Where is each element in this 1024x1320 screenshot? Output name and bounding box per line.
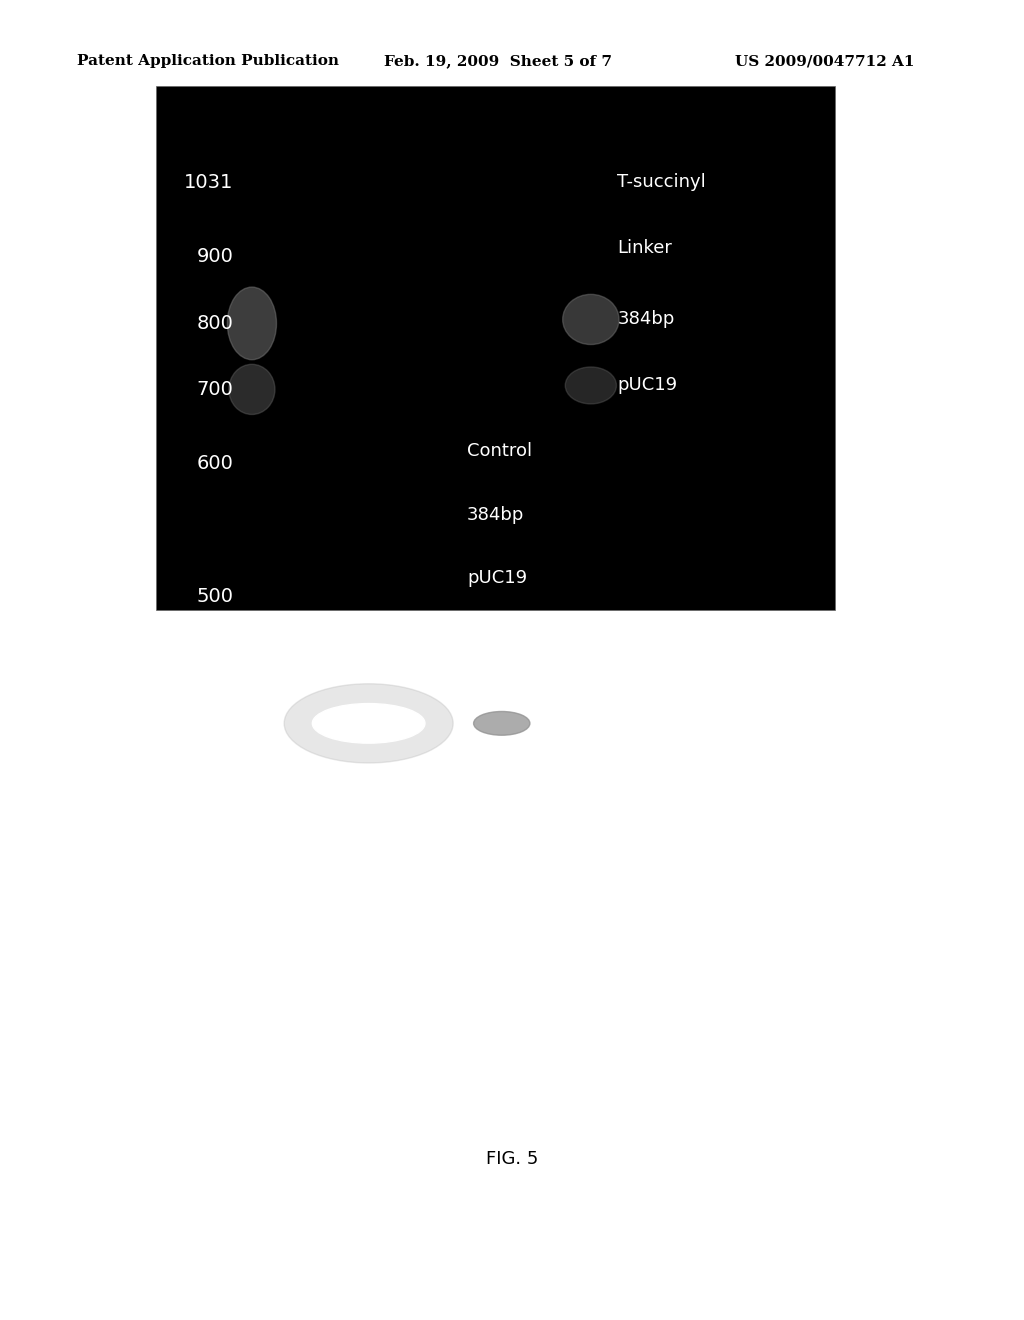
Text: FIG. 5: FIG. 5 <box>485 1150 539 1168</box>
Text: 300: 300 <box>197 895 233 913</box>
Ellipse shape <box>563 294 618 345</box>
Text: Patent Application Publication: Patent Application Publication <box>77 54 339 69</box>
Text: 250: 250 <box>197 954 233 973</box>
FancyBboxPatch shape <box>156 86 835 610</box>
Text: T-succinyl: T-succinyl <box>617 173 707 191</box>
Text: 500: 500 <box>197 587 233 606</box>
Text: pUC19: pUC19 <box>467 569 527 587</box>
Ellipse shape <box>284 684 453 763</box>
Text: 400: 400 <box>197 714 233 733</box>
Text: 150: 150 <box>197 1071 233 1089</box>
Ellipse shape <box>312 704 425 743</box>
Text: pUC19: pUC19 <box>617 376 678 395</box>
Ellipse shape <box>227 286 276 359</box>
Text: Feb. 19, 2009  Sheet 5 of 7: Feb. 19, 2009 Sheet 5 of 7 <box>384 54 612 69</box>
Text: 1031: 1031 <box>184 173 233 191</box>
Text: US 2009/0047712 A1: US 2009/0047712 A1 <box>735 54 914 69</box>
Text: 200: 200 <box>197 1010 233 1028</box>
Text: Control: Control <box>467 442 532 461</box>
Ellipse shape <box>473 711 530 735</box>
Ellipse shape <box>229 364 274 414</box>
Ellipse shape <box>565 367 616 404</box>
Text: 700: 700 <box>197 380 233 399</box>
Text: 100: 100 <box>197 1129 233 1147</box>
Text: Linker: Linker <box>617 239 673 257</box>
Text: 384bp: 384bp <box>617 310 675 329</box>
Text: 384bp: 384bp <box>467 506 524 524</box>
Text: 800: 800 <box>197 314 233 333</box>
Text: 900: 900 <box>197 247 233 265</box>
Text: 600: 600 <box>197 454 233 473</box>
